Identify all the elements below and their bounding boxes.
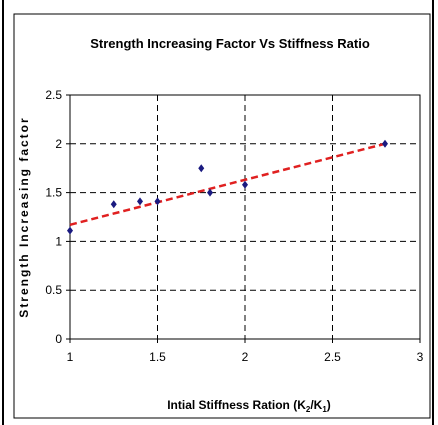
y-tick-labels: 0 0.5 1 1.5 2 2.5: [45, 88, 70, 346]
x-tick-label: 3: [417, 350, 424, 364]
x-tick-label: 1: [67, 350, 74, 364]
data-point: [67, 226, 73, 235]
y-tick-label: 1: [55, 234, 62, 248]
x-tick-label: 2.5: [324, 350, 341, 364]
chart-area: [13, 13, 431, 419]
x-tick-label: 2: [242, 350, 249, 364]
data-point: [110, 200, 117, 209]
data-point: [207, 188, 213, 197]
y-tick-label: 2.5: [45, 88, 62, 102]
x-axis-label-prefix: Intial Stiffness Ration (K: [167, 398, 306, 412]
y-tick-label: 0.5: [45, 283, 62, 297]
grid: [70, 95, 420, 339]
x-axis-label-sub1: 2: [306, 405, 311, 414]
y-tick-label: 1.5: [45, 186, 62, 200]
y-tick-label: 2: [55, 137, 62, 151]
data-point: [382, 139, 388, 148]
x-axis-label-mid: /K: [310, 398, 322, 412]
data-point: [154, 197, 161, 206]
x-tick-labels: 1 1.5 2 2.5 3: [67, 339, 424, 364]
data-point: [137, 197, 143, 206]
y-axis-label: Strength Increasing factor: [17, 116, 31, 317]
x-tick-label: 1.5: [149, 350, 166, 364]
y-tick-label: 0: [55, 332, 62, 346]
x-axis-label-suffix: ): [327, 398, 331, 412]
x-axis-label: Intial Stiffness Ration (K2/K1): [167, 398, 331, 414]
data-points: [67, 139, 388, 235]
chart-title: Strength Increasing Factor Vs Stiffness …: [90, 36, 370, 51]
data-point: [242, 180, 248, 189]
data-point: [198, 164, 205, 173]
x-axis-label-sub2: 1: [322, 405, 327, 414]
